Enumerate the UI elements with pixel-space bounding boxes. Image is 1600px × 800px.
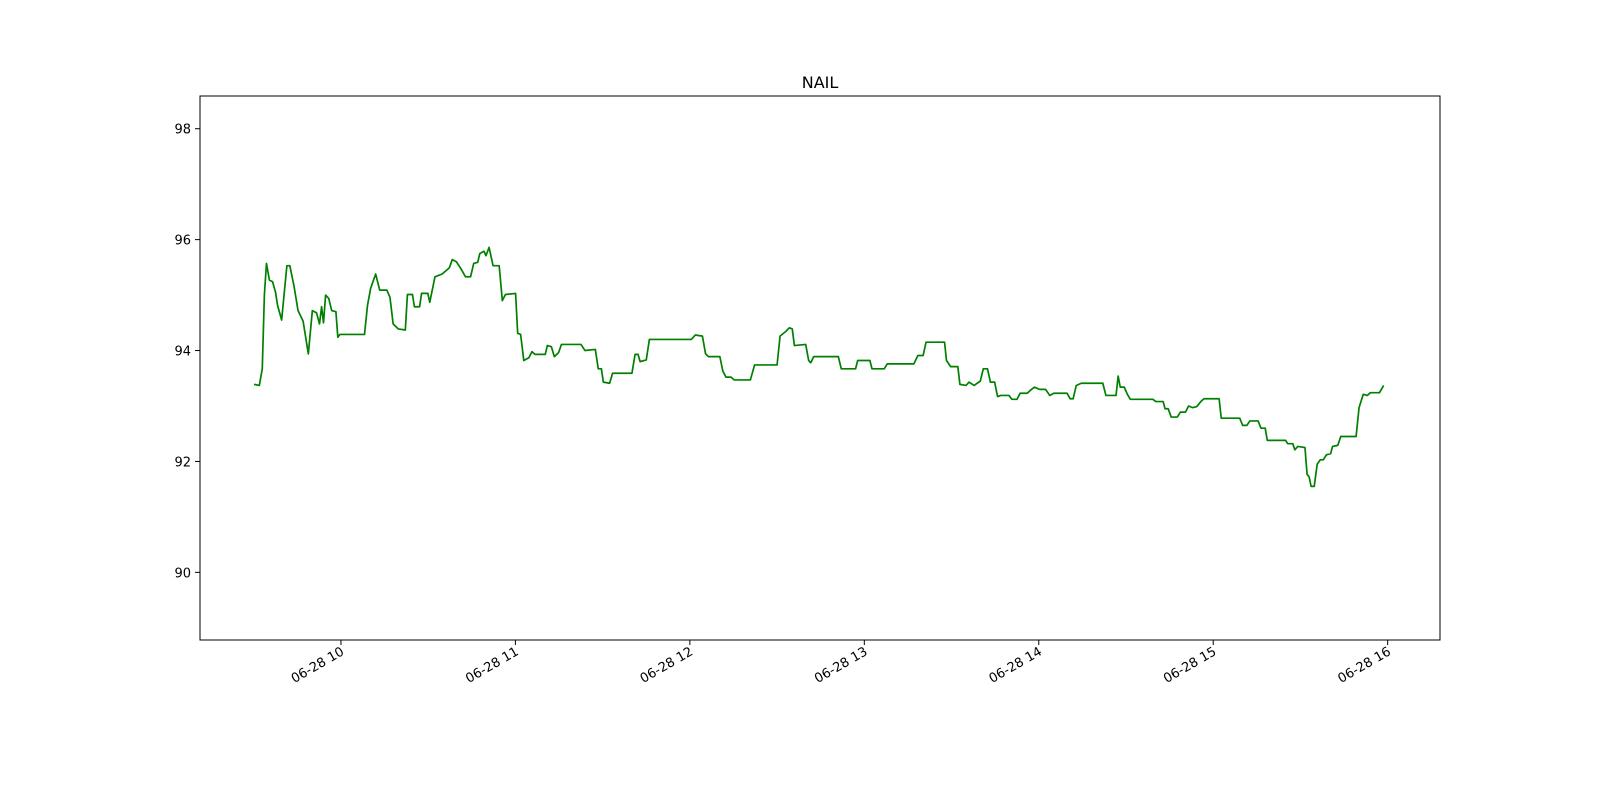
y-tick-label: 94 bbox=[174, 345, 191, 360]
y-tick-label: 96 bbox=[174, 234, 191, 249]
plot-frame bbox=[199, 95, 1441, 641]
chart-title: NAIL bbox=[802, 73, 839, 92]
y-tick-label: 90 bbox=[174, 566, 191, 581]
price-line bbox=[253, 246, 1385, 488]
y-tick-label: 98 bbox=[174, 123, 191, 138]
y-tick-label: 92 bbox=[174, 455, 191, 470]
